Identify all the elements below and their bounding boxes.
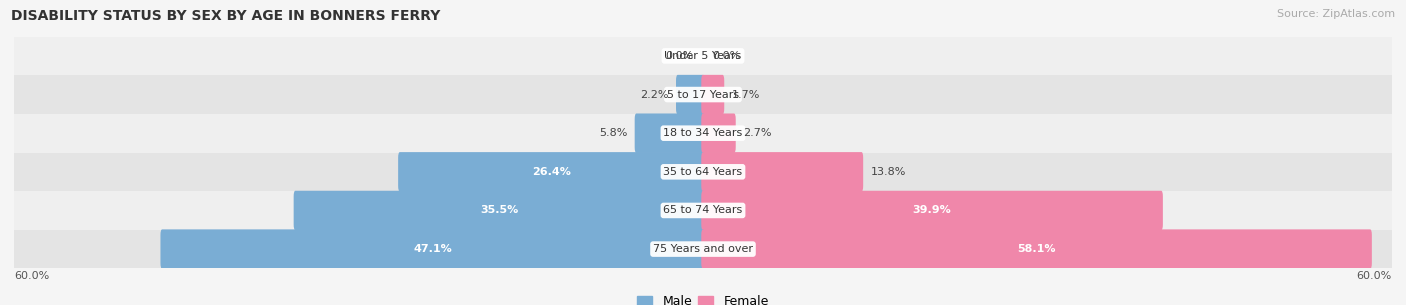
Legend: Male, Female: Male, Female [633,290,773,305]
FancyBboxPatch shape [294,191,704,230]
Text: 2.7%: 2.7% [744,128,772,138]
Bar [14,191,1392,230]
Bar [14,75,1392,114]
Text: 39.9%: 39.9% [912,206,952,215]
Bar [14,114,1392,152]
Text: 5.8%: 5.8% [599,128,627,138]
Text: 5 to 17 Years: 5 to 17 Years [666,90,740,99]
FancyBboxPatch shape [702,113,735,153]
Text: 1.7%: 1.7% [731,90,761,99]
FancyBboxPatch shape [634,113,704,153]
Text: 13.8%: 13.8% [870,167,905,177]
Text: 65 to 74 Years: 65 to 74 Years [664,206,742,215]
Text: 58.1%: 58.1% [1018,244,1056,254]
Bar [14,37,1392,75]
Bar [14,152,1392,191]
Text: Under 5 Years: Under 5 Years [665,51,741,61]
Bar [14,230,1392,268]
FancyBboxPatch shape [702,229,1372,269]
FancyBboxPatch shape [676,75,704,114]
FancyBboxPatch shape [702,75,724,114]
Text: 60.0%: 60.0% [1357,271,1392,282]
FancyBboxPatch shape [160,229,704,269]
Text: Source: ZipAtlas.com: Source: ZipAtlas.com [1277,9,1395,19]
Text: DISABILITY STATUS BY SEX BY AGE IN BONNERS FERRY: DISABILITY STATUS BY SEX BY AGE IN BONNE… [11,9,440,23]
Text: 2.2%: 2.2% [640,90,669,99]
Text: 26.4%: 26.4% [531,167,571,177]
Text: 75 Years and over: 75 Years and over [652,244,754,254]
Text: 60.0%: 60.0% [14,271,49,282]
FancyBboxPatch shape [702,191,1163,230]
Text: 35 to 64 Years: 35 to 64 Years [664,167,742,177]
Text: 18 to 34 Years: 18 to 34 Years [664,128,742,138]
Text: 0.0%: 0.0% [665,51,693,61]
Text: 47.1%: 47.1% [413,244,451,254]
FancyBboxPatch shape [702,152,863,192]
FancyBboxPatch shape [398,152,704,192]
Text: 35.5%: 35.5% [479,206,519,215]
Text: 0.0%: 0.0% [713,51,741,61]
